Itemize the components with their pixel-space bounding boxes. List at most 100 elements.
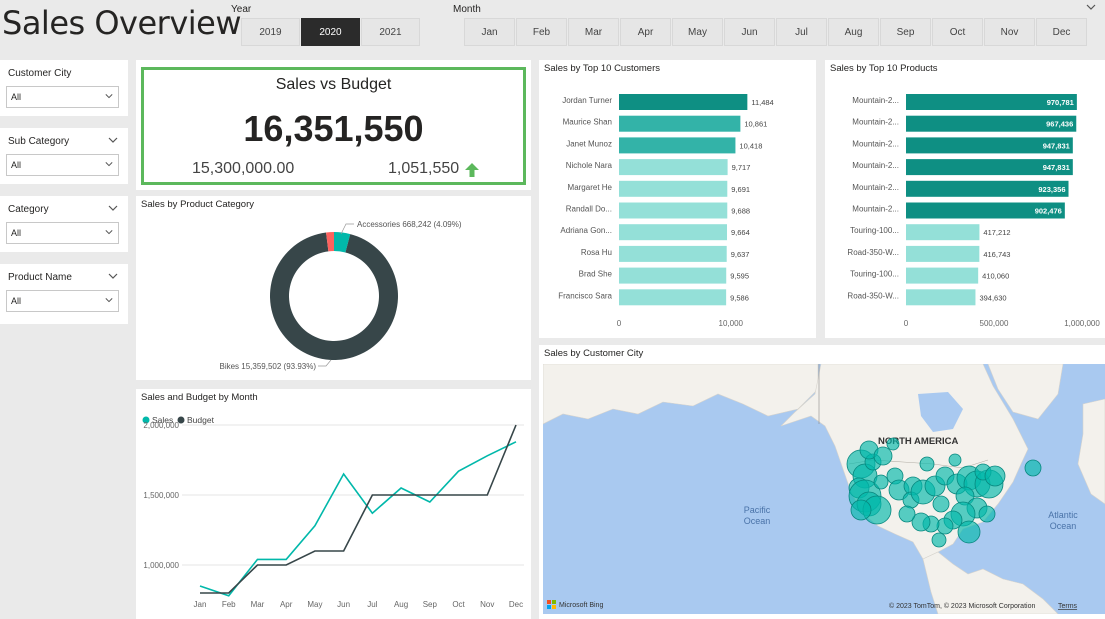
month-button-oct[interactable]: Oct bbox=[932, 18, 983, 46]
customers-card: Sales by Top 10 Customers Jordan Turner 1… bbox=[539, 60, 816, 338]
bar-value-label: 416,743 bbox=[983, 250, 1010, 259]
month-button-jul[interactable]: Jul bbox=[776, 18, 827, 46]
filter-sub-category: Sub Category All bbox=[0, 128, 128, 184]
city-bubble bbox=[873, 474, 889, 490]
kpi-card: Sales vs Budget 16,351,550 15,300,000.00… bbox=[136, 60, 531, 190]
bar-category-label: Rosa Hu bbox=[581, 248, 612, 257]
city-map[interactable]: NORTH AMERICA Pacific Ocean Atlantic Oce… bbox=[543, 364, 1105, 614]
city-bubble bbox=[931, 532, 947, 548]
month-slicer-label: Month bbox=[453, 4, 481, 15]
bar bbox=[906, 289, 976, 306]
x-tick-label: Apr bbox=[280, 600, 293, 609]
y-tick-label: 2,000,000 bbox=[143, 421, 179, 430]
y-tick-label: 1,000,000 bbox=[143, 561, 179, 570]
bar-category-label: Mountain-2... bbox=[852, 118, 899, 127]
city-bubble bbox=[911, 512, 931, 532]
city-bubble bbox=[898, 505, 916, 523]
customer-city-dropdown[interactable]: All bbox=[6, 86, 119, 108]
kpi-value: 16,351,550 bbox=[243, 108, 424, 149]
sub-category-dropdown[interactable]: All bbox=[6, 154, 119, 176]
x-tick-label: 0 bbox=[617, 319, 622, 328]
pacific-ocean-label: Pacific bbox=[744, 505, 771, 515]
bar bbox=[619, 115, 741, 132]
month-button-aug[interactable]: Aug bbox=[828, 18, 879, 46]
bar bbox=[619, 159, 728, 176]
bar-value-label: 9,688 bbox=[731, 207, 750, 216]
pacific-ocean-label-2: Ocean bbox=[744, 516, 771, 526]
europe-landmass bbox=[1077, 398, 1105, 505]
bar-value-label: 417,212 bbox=[983, 228, 1010, 237]
hudson-bay bbox=[918, 392, 963, 432]
month-button-jan[interactable]: Jan bbox=[464, 18, 515, 46]
chevron-down-icon bbox=[105, 230, 113, 235]
south-america-landmass bbox=[922, 551, 1059, 614]
bar bbox=[619, 224, 728, 241]
chevron-down-icon[interactable] bbox=[108, 136, 118, 144]
year-button-2020[interactable]: 2020 bbox=[301, 18, 360, 46]
year-button-2019[interactable]: 2019 bbox=[241, 18, 300, 46]
city-bubble bbox=[873, 446, 893, 466]
bar-category-label: Maurice Shan bbox=[563, 118, 612, 127]
y-tick-label: 1,500,000 bbox=[143, 491, 179, 500]
category-dropdown[interactable]: All bbox=[6, 222, 119, 244]
bar-value-label: 967,436 bbox=[1046, 120, 1073, 129]
x-tick-label: Aug bbox=[394, 600, 408, 609]
city-bubble bbox=[919, 456, 935, 472]
chevron-down-icon[interactable] bbox=[108, 204, 118, 212]
bar bbox=[906, 159, 1073, 176]
donut-label-accessories: Accessories 668,242 (4.09%) bbox=[357, 220, 462, 229]
month-button-dec[interactable]: Dec bbox=[1036, 18, 1087, 46]
chevron-down-icon[interactable] bbox=[108, 272, 118, 280]
donut-label-bikes: Bikes 15,359,502 (93.93%) bbox=[219, 362, 316, 371]
terms-link[interactable]: Terms bbox=[1058, 603, 1078, 610]
map-card: Sales by Customer City NORTH AMERICA Pac… bbox=[539, 345, 1105, 619]
month-button-nov[interactable]: Nov bbox=[984, 18, 1035, 46]
bar-value-label: 970,781 bbox=[1047, 98, 1074, 107]
month-button-jun[interactable]: Jun bbox=[724, 18, 775, 46]
month-button-apr[interactable]: Apr bbox=[620, 18, 671, 46]
bar-category-label: Francisco Sara bbox=[558, 291, 612, 300]
bar-value-label: 410,060 bbox=[982, 272, 1009, 281]
filter-label: Product Name bbox=[8, 272, 72, 283]
kpi-budget: 15,300,000.00 bbox=[192, 160, 295, 177]
bar bbox=[906, 137, 1073, 154]
chevron-down-icon[interactable] bbox=[1086, 3, 1096, 11]
bar bbox=[619, 267, 727, 284]
x-tick-label: Jan bbox=[194, 600, 207, 609]
customers-bar-chart: Jordan Turner 11,484 Maurice Shan 10,861 Jan… bbox=[558, 94, 774, 328]
bar-category-label: Mountain-2... bbox=[852, 205, 899, 214]
filter-category: Category All bbox=[0, 196, 128, 252]
map-copyright: © 2023 TomTom, © 2023 Microsoft Corporat… bbox=[889, 602, 1035, 610]
donut-slice-accessories bbox=[334, 232, 351, 253]
month-button-mar[interactable]: Mar bbox=[568, 18, 619, 46]
chevron-down-icon bbox=[105, 298, 113, 303]
year-button-2021[interactable]: 2021 bbox=[361, 18, 420, 46]
year-slicer-label: Year bbox=[231, 4, 252, 15]
month-button-sep[interactable]: Sep bbox=[880, 18, 931, 46]
product-name-dropdown[interactable]: All bbox=[6, 290, 119, 312]
products-title: Sales by Top 10 Products bbox=[830, 63, 938, 74]
atlantic-ocean-label: Atlantic bbox=[1048, 510, 1078, 520]
donut-card: Sales by Product Category Accessories 66… bbox=[136, 196, 531, 380]
bar-category-label: Mountain-2... bbox=[852, 139, 899, 148]
x-tick-label: 10,000 bbox=[719, 319, 744, 328]
city-bubble bbox=[932, 495, 950, 513]
line-chart: Sales Budget 2,000,000 1,500,000 1,000,000 Ja… bbox=[142, 415, 524, 609]
leader-line bbox=[340, 223, 354, 235]
bar-value-label: 947,831 bbox=[1043, 163, 1070, 172]
month-button-feb[interactable]: Feb bbox=[516, 18, 567, 46]
x-tick-label: Dec bbox=[509, 600, 523, 609]
city-bubbles[interactable] bbox=[846, 437, 1042, 548]
bar bbox=[619, 289, 727, 306]
x-tick-label: Mar bbox=[251, 600, 265, 609]
greenland-landmass bbox=[987, 364, 1064, 420]
microsoft-logo-icon bbox=[547, 600, 556, 609]
x-tick-label: Jul bbox=[367, 600, 377, 609]
bar-value-label: 9,637 bbox=[731, 250, 750, 259]
city-bubble bbox=[984, 465, 1006, 487]
donut-slice-clothing bbox=[326, 232, 334, 252]
products-bar-chart: Mountain-2... 970,781 Mountain-2... 967,436… bbox=[847, 94, 1100, 328]
month-button-may[interactable]: May bbox=[672, 18, 723, 46]
city-bubble bbox=[948, 453, 962, 467]
bar-category-label: Road-350-W... bbox=[847, 291, 899, 300]
